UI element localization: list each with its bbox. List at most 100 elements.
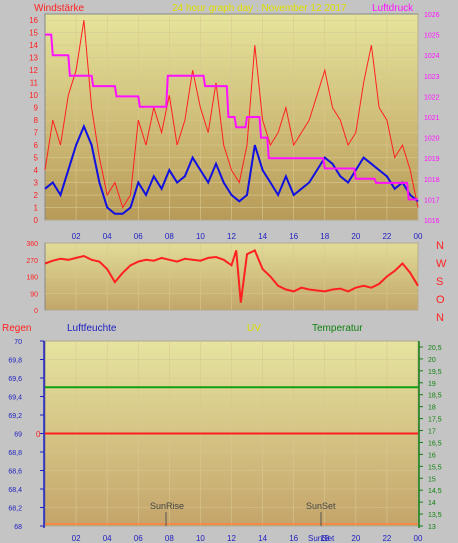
x-tick-label: 20 — [351, 232, 360, 241]
x-tick-label: 06 — [134, 534, 143, 543]
compass-label: N — [436, 312, 444, 324]
humidity-tick-label: 68 — [14, 524, 22, 531]
temperature-tick-label: 19 — [428, 381, 436, 388]
y-tick-label: 6 — [34, 141, 39, 150]
x-tick-label: 12 — [227, 534, 236, 543]
y-tick-label: 3 — [34, 179, 39, 188]
x-tick-label: 20 — [351, 534, 360, 543]
x-tick-label: 06 — [134, 232, 143, 241]
temperature-tick-label: 14 — [428, 500, 436, 507]
humidity-label: Luftfeuchte — [67, 323, 117, 334]
temperature-tick-label: 15,5 — [428, 464, 442, 471]
y-tick-label: 10 — [29, 91, 38, 100]
y-tick-label: 16 — [29, 16, 38, 25]
series-gust-line — [44, 20, 419, 209]
x-tick-label: 16 — [289, 534, 298, 543]
x-tick-label: 00 — [414, 232, 423, 241]
y-tick-label: 0 — [34, 216, 39, 225]
x-tick-label: 08 — [165, 232, 174, 241]
humidity-tick-label: 68,6 — [8, 469, 22, 476]
series-avg-line — [44, 123, 419, 215]
compass-label: N — [436, 240, 444, 252]
x-tick-label: 22 — [382, 232, 391, 241]
uv-label: UV — [247, 323, 261, 334]
temperature-tick-label: 16 — [428, 452, 436, 459]
humidity-tick-label: 70 — [14, 339, 22, 346]
y-tick-label: 8 — [34, 116, 39, 125]
temperature-label: Temperatur — [312, 323, 363, 334]
direction-tick-label: 180 — [26, 275, 38, 282]
x-tick-label: 22 — [382, 534, 391, 543]
series-pressure-line — [45, 33, 418, 201]
humidity-tick-label: 69,2 — [8, 413, 22, 420]
y-tick-label: 7 — [34, 129, 39, 138]
uv-zero-label: 0 — [36, 430, 41, 439]
x-tick-label: 08 — [165, 534, 174, 543]
y2-tick-label: 1017 — [424, 197, 440, 204]
direction-tick-label: 90 — [30, 291, 38, 298]
pressure-label: Luftdruck — [372, 3, 414, 14]
compass-label: O — [436, 294, 445, 306]
temperature-tick-label: 17,5 — [428, 417, 442, 424]
humidity-tick-label: 68,4 — [8, 487, 22, 494]
y2-tick-label: 1021 — [424, 115, 440, 122]
direction-tick-label: 0 — [34, 308, 38, 315]
humidity-tick-label: 68,8 — [8, 450, 22, 457]
page-title: 24 hour graph day : November 12 2017 — [172, 3, 347, 14]
y-tick-label: 2 — [34, 191, 39, 200]
temperature-tick-label: 13 — [428, 524, 436, 531]
sunrise-label: SunRise — [150, 501, 184, 511]
compass-label: W — [436, 258, 447, 270]
y2-tick-label: 1026 — [424, 12, 440, 19]
sunset-axis-label: SunSet — [308, 534, 335, 543]
y2-tick-label: 1024 — [424, 53, 440, 60]
temperature-tick-label: 20 — [428, 357, 436, 364]
y-tick-label: 9 — [34, 104, 39, 113]
x-tick-label: 02 — [72, 232, 81, 241]
temperature-tick-label: 19,5 — [428, 369, 442, 376]
temperature-tick-label: 13,5 — [428, 512, 442, 519]
x-tick-label: 14 — [258, 232, 267, 241]
humidity-tick-label: 69,8 — [8, 358, 22, 365]
y2-tick-label: 1022 — [424, 94, 440, 101]
temperature-tick-label: 18 — [428, 405, 436, 412]
y-tick-label: 11 — [30, 79, 39, 88]
y-tick-label: 4 — [34, 166, 39, 175]
temperature-tick-label: 15 — [428, 476, 436, 483]
series-direction-line — [44, 249, 419, 303]
x-tick-label: 16 — [289, 232, 298, 241]
temperature-tick-label: 14,5 — [428, 488, 442, 495]
sunset-label: SunSet — [306, 501, 336, 511]
y2-tick-label: 1020 — [424, 136, 440, 143]
x-tick-label: 14 — [258, 534, 267, 543]
humidity-tick-label: 68,2 — [8, 506, 22, 513]
x-tick-label: 04 — [103, 534, 112, 543]
y2-tick-label: 1023 — [424, 74, 440, 81]
y2-tick-label: 1018 — [424, 177, 440, 184]
y-tick-label: 12 — [29, 66, 38, 75]
temperature-tick-label: 16,5 — [428, 440, 442, 447]
rain-label: Regen — [2, 323, 31, 334]
x-tick-label: 18 — [320, 232, 329, 241]
direction-tick-label: 360 — [26, 241, 38, 248]
x-tick-label: 00 — [414, 534, 423, 543]
x-tick-label: 18 — [320, 534, 329, 543]
y2-tick-label: 1025 — [424, 33, 440, 40]
x-tick-label: 02 — [72, 534, 81, 543]
y-tick-label: 1 — [34, 204, 39, 213]
wind-speed-label: Windstärke — [34, 3, 84, 14]
temperature-tick-label: 17 — [428, 429, 436, 436]
x-tick-label: 04 — [103, 232, 112, 241]
x-tick-label: 10 — [196, 232, 205, 241]
y-tick-label: 14 — [29, 41, 38, 50]
humidity-tick-label: 69,4 — [8, 395, 22, 402]
compass-label: S — [436, 276, 443, 288]
humidity-tick-label: 69 — [14, 432, 22, 439]
y-tick-label: 15 — [29, 29, 38, 38]
temperature-tick-label: 18,5 — [428, 393, 442, 400]
y2-tick-label: 1016 — [424, 218, 440, 225]
y2-tick-label: 1019 — [424, 156, 440, 163]
x-tick-label: 12 — [227, 232, 236, 241]
